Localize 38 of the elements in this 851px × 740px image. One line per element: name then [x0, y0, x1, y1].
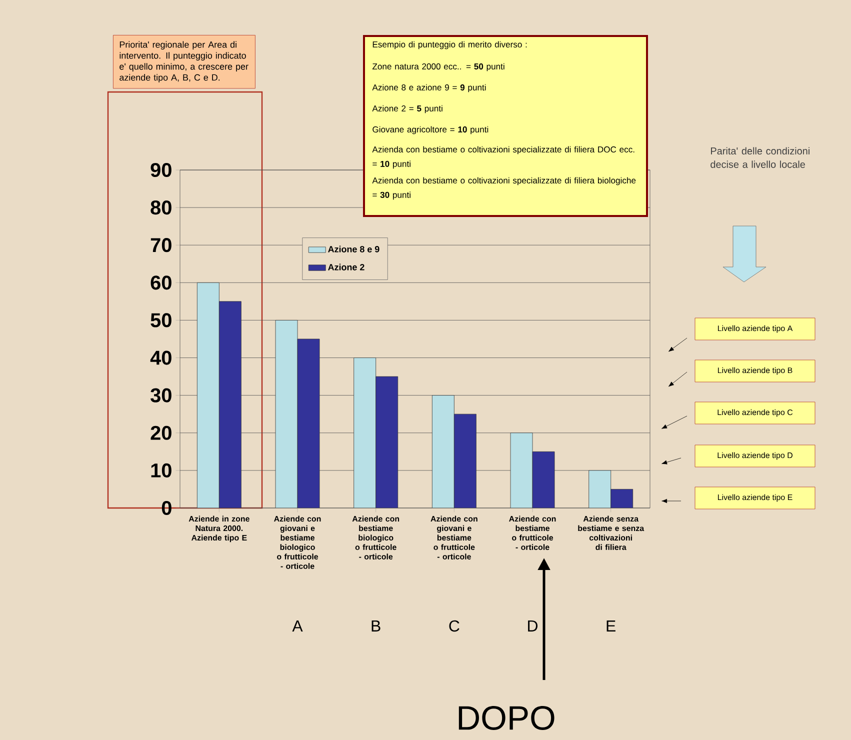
bar [610, 489, 634, 508]
text: DOPO [458, 706, 554, 730]
bar [297, 338, 320, 508]
y-tick-label: 80 [150, 200, 172, 215]
text: Azienda con bestiame o coltivazioni specializzate di filiera DOC ecc. = 10 punti [372, 146, 634, 169]
bar [454, 414, 476, 508]
y-tick-label: 60 [150, 276, 172, 290]
text: D [528, 620, 538, 632]
bar [532, 451, 555, 508]
text: Azione 8 e azione 9 = 9 punti [372, 84, 486, 92]
text: A [292, 620, 303, 632]
text: Priorita' regionale per Area di intervento. Il punteggio indicato e' quello minimo, a crescere per aziende tipo A, B, C e D. [120, 41, 248, 82]
y-tick-label: 30 [150, 388, 172, 402]
y-tick-label: 90 [150, 162, 172, 178]
y-tick-label: 50 [150, 313, 172, 328]
bar [218, 301, 242, 508]
text: Parita' delle condizioni decise a livello locale [710, 147, 810, 168]
text: Giovane agricoltore = 10 punti [372, 126, 488, 134]
bar [354, 358, 376, 508]
y-tick-label: 40 [150, 350, 172, 365]
text: Zone natura 2000 ecc.. = 50 punti [372, 63, 504, 72]
bar [588, 470, 612, 508]
bar [376, 376, 398, 508]
bar [510, 432, 533, 508]
text: E [606, 620, 616, 632]
legend-label: Azione 2 [328, 264, 364, 270]
text: Esempio di punteggio di merito diverso : [372, 41, 527, 50]
bar [196, 282, 220, 508]
annotation: Azienda con bestiame o coltivazioni specializzate di filiera biologiche = 30 punti [372, 177, 636, 200]
y-tick-label: 20 [150, 426, 172, 440]
bar [275, 320, 298, 508]
text: Azione 2 = 5 punti [372, 105, 442, 114]
bar [432, 395, 454, 508]
y-tick-label: 70 [150, 238, 172, 252]
text: B [372, 620, 380, 632]
text: C [449, 620, 460, 632]
y-tick-label: 10 [151, 463, 172, 478]
legend-label: Azione 8 e 9 [328, 246, 380, 252]
